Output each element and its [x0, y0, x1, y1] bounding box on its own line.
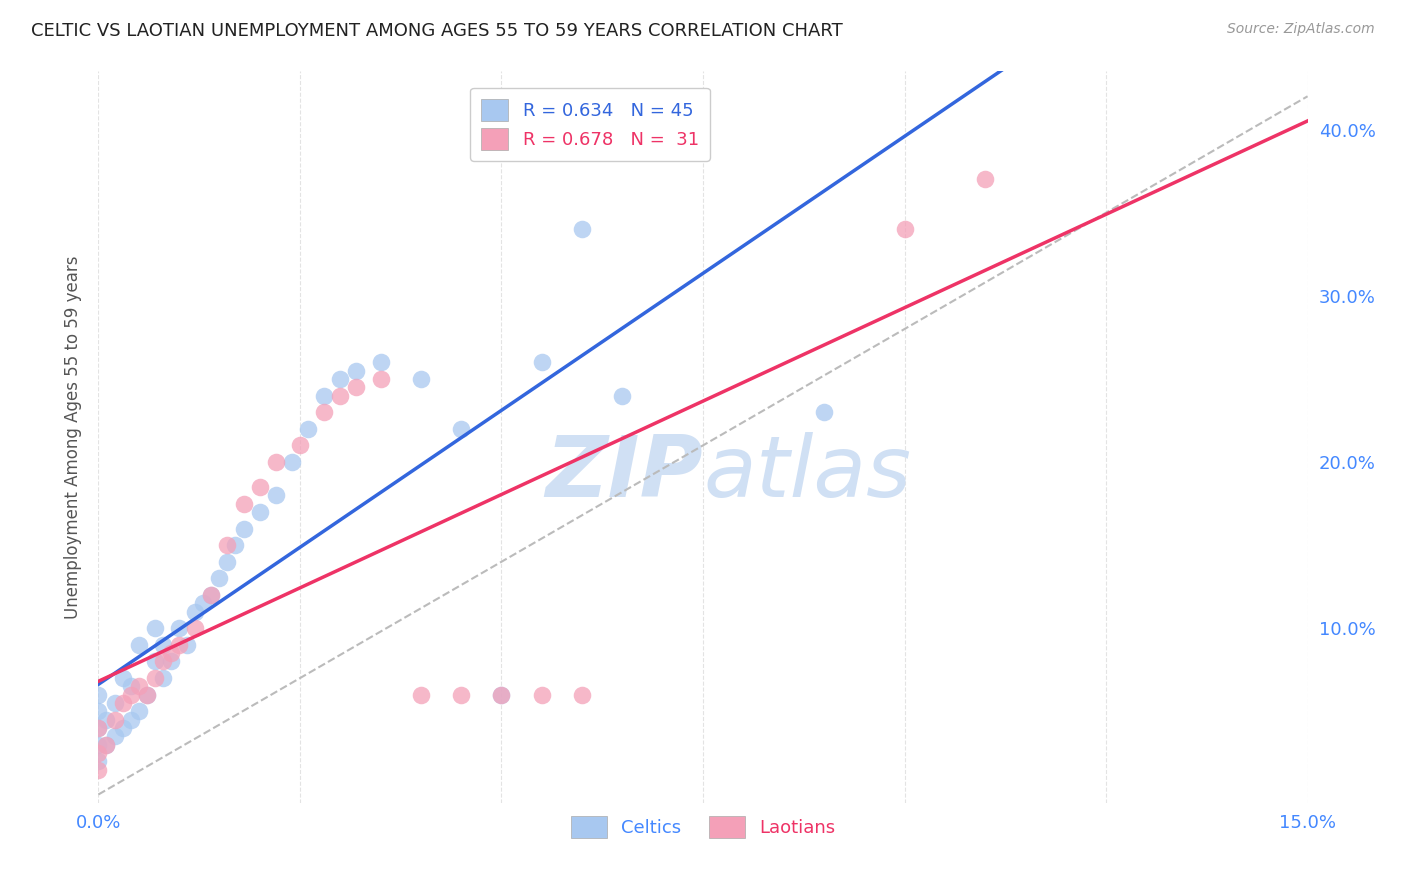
Text: ZIP: ZIP: [546, 432, 703, 516]
Point: [143, 671, 166, 685]
Point: [87, 705, 110, 719]
Point: [152, 655, 174, 669]
Point: [120, 688, 142, 702]
Point: [103, 696, 125, 710]
Point: [281, 455, 304, 469]
Point: [87, 763, 110, 777]
Point: [232, 521, 254, 535]
Text: atlas: atlas: [703, 432, 911, 516]
Point: [160, 646, 183, 660]
Point: [249, 480, 271, 494]
Point: [370, 355, 392, 369]
Point: [314, 388, 336, 402]
Point: [96, 713, 118, 727]
Y-axis label: Unemployment Among Ages 55 to 59 years: Unemployment Among Ages 55 to 59 years: [63, 255, 82, 619]
Point: [103, 713, 125, 727]
Point: [224, 538, 246, 552]
Point: [612, 388, 634, 402]
Point: [128, 638, 150, 652]
Point: [217, 538, 239, 552]
Legend: Celtics, Laotians: Celtics, Laotians: [564, 808, 842, 845]
Point: [96, 738, 118, 752]
Point: [232, 497, 254, 511]
Point: [160, 655, 183, 669]
Point: [167, 638, 190, 652]
Point: [152, 671, 174, 685]
Point: [200, 588, 222, 602]
Point: [111, 671, 134, 685]
Point: [184, 605, 207, 619]
Point: [491, 688, 513, 702]
Point: [297, 422, 319, 436]
Point: [491, 688, 513, 702]
Point: [974, 172, 997, 186]
Point: [193, 596, 215, 610]
Point: [120, 680, 142, 694]
Point: [128, 705, 150, 719]
Point: [200, 588, 222, 602]
Point: [87, 721, 110, 735]
Point: [288, 438, 311, 452]
Point: [87, 721, 110, 735]
Point: [264, 455, 287, 469]
Point: [176, 638, 198, 652]
Text: Source: ZipAtlas.com: Source: ZipAtlas.com: [1227, 22, 1375, 37]
Point: [409, 688, 432, 702]
Point: [143, 655, 166, 669]
Point: [96, 738, 118, 752]
Point: [135, 688, 157, 702]
Point: [87, 754, 110, 768]
Point: [450, 422, 472, 436]
Point: [217, 555, 239, 569]
Point: [208, 571, 231, 585]
Point: [329, 372, 352, 386]
Point: [87, 746, 110, 760]
Point: [87, 688, 110, 702]
Point: [530, 688, 553, 702]
Point: [893, 222, 915, 236]
Point: [344, 380, 367, 394]
Point: [329, 388, 352, 402]
Point: [450, 688, 472, 702]
Point: [111, 696, 134, 710]
Point: [571, 688, 593, 702]
Point: [249, 505, 271, 519]
Point: [120, 713, 142, 727]
Point: [103, 729, 125, 743]
Point: [813, 405, 835, 419]
Point: [344, 363, 367, 377]
Point: [167, 621, 190, 635]
Point: [135, 688, 157, 702]
Point: [314, 405, 336, 419]
Point: [152, 638, 174, 652]
Point: [409, 372, 432, 386]
Point: [143, 621, 166, 635]
Text: CELTIC VS LAOTIAN UNEMPLOYMENT AMONG AGES 55 TO 59 YEARS CORRELATION CHART: CELTIC VS LAOTIAN UNEMPLOYMENT AMONG AGE…: [31, 22, 842, 40]
Point: [184, 621, 207, 635]
Point: [87, 738, 110, 752]
Point: [530, 355, 553, 369]
Point: [370, 372, 392, 386]
Point: [128, 680, 150, 694]
Point: [111, 721, 134, 735]
Point: [264, 488, 287, 502]
Point: [571, 222, 593, 236]
